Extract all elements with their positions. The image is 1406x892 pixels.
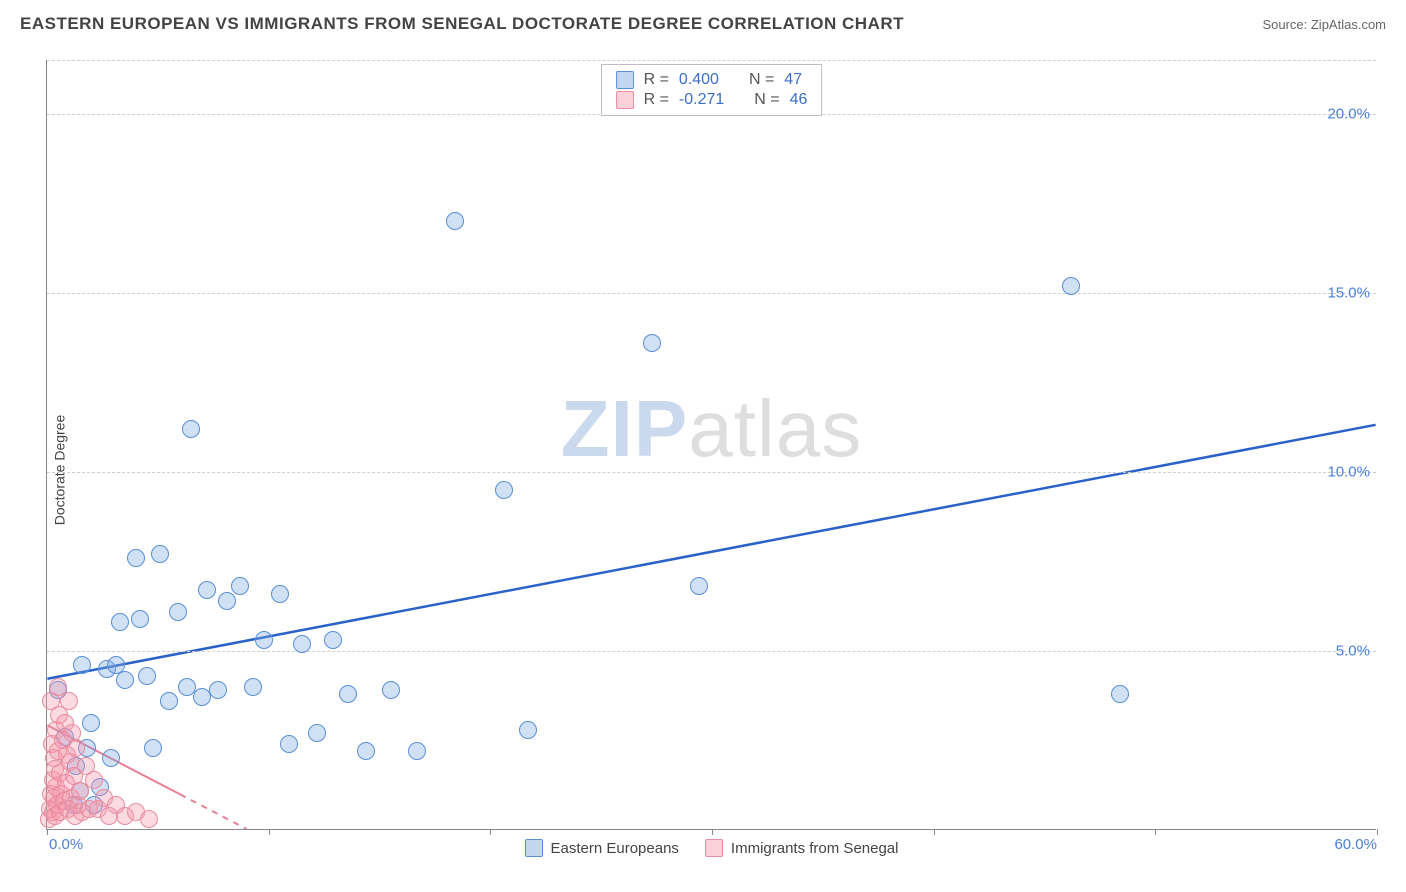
x-tick-label: 60.0% [1334,836,1377,853]
data-point [182,420,200,438]
swatch-pink-icon [705,839,723,857]
data-point [293,635,311,653]
gridline [47,293,1376,294]
source-label: Source: ZipAtlas.com [1262,17,1386,32]
data-point [408,742,426,760]
data-point [495,481,513,499]
gridline [47,60,1376,61]
x-tick [1155,829,1156,835]
y-tick-label: 10.0% [1327,463,1370,480]
chart-container: Doctorate Degree ZIPatlas R = 0.400 N = … [0,48,1406,892]
watermark-part1: ZIP [561,384,688,473]
data-point [209,681,227,699]
x-tick [712,829,713,835]
data-point [690,577,708,595]
data-point [1111,685,1129,703]
swatch-blue-icon [616,71,634,89]
data-point [85,771,103,789]
data-point [111,613,129,631]
watermark: ZIPatlas [561,383,862,475]
data-point [144,739,162,757]
data-point [151,545,169,563]
stats-row-1: R = 0.400 N = 47 [616,71,808,89]
n-value: 46 [790,91,808,109]
gridline [47,651,1376,652]
x-tick [490,829,491,835]
r-label: R = [644,71,669,89]
data-point [280,735,298,753]
x-tick [1377,829,1378,835]
data-point [127,549,145,567]
x-tick [47,829,48,835]
data-point [140,810,158,828]
stats-row-2: R = -0.271 N = 46 [616,91,808,109]
n-value: 47 [784,71,802,89]
data-point [138,667,156,685]
trend-lines [47,60,1376,829]
data-point [102,749,120,767]
data-point [271,585,289,603]
data-point [339,685,357,703]
data-point [1062,277,1080,295]
y-tick-label: 15.0% [1327,284,1370,301]
series-legend: Eastern Europeans Immigrants from Senega… [525,839,899,857]
legend-label: Immigrants from Senegal [731,840,899,857]
title-bar: EASTERN EUROPEAN VS IMMIGRANTS FROM SENE… [0,0,1406,42]
data-point [308,724,326,742]
data-point [82,714,100,732]
plot-area: ZIPatlas R = 0.400 N = 47 R = -0.271 N =… [46,60,1376,830]
r-value: -0.271 [679,91,724,109]
r-label: R = [644,91,669,109]
data-point [446,212,464,230]
watermark-part2: atlas [688,384,862,473]
legend-label: Eastern Europeans [551,840,679,857]
data-point [643,334,661,352]
x-tick [934,829,935,835]
data-point [324,631,342,649]
stats-legend: R = 0.400 N = 47 R = -0.271 N = 46 [601,64,823,116]
legend-item-2: Immigrants from Senegal [705,839,899,857]
swatch-pink-icon [616,91,634,109]
data-point [244,678,262,696]
x-tick-label: 0.0% [49,836,83,853]
data-point [67,739,85,757]
data-point [198,581,216,599]
data-point [73,656,91,674]
data-point [357,742,375,760]
data-point [218,592,236,610]
data-point [131,610,149,628]
chart-title: EASTERN EUROPEAN VS IMMIGRANTS FROM SENE… [20,14,904,34]
swatch-blue-icon [525,839,543,857]
legend-item-1: Eastern Europeans [525,839,679,857]
y-tick-label: 20.0% [1327,105,1370,122]
data-point [255,631,273,649]
n-label: N = [749,71,774,89]
data-point [231,577,249,595]
r-value: 0.400 [679,71,719,89]
x-tick [269,829,270,835]
y-tick-label: 5.0% [1336,642,1370,659]
data-point [60,692,78,710]
data-point [519,721,537,739]
data-point [160,692,178,710]
data-point [382,681,400,699]
data-point [116,671,134,689]
gridline [47,472,1376,473]
data-point [169,603,187,621]
n-label: N = [754,91,779,109]
